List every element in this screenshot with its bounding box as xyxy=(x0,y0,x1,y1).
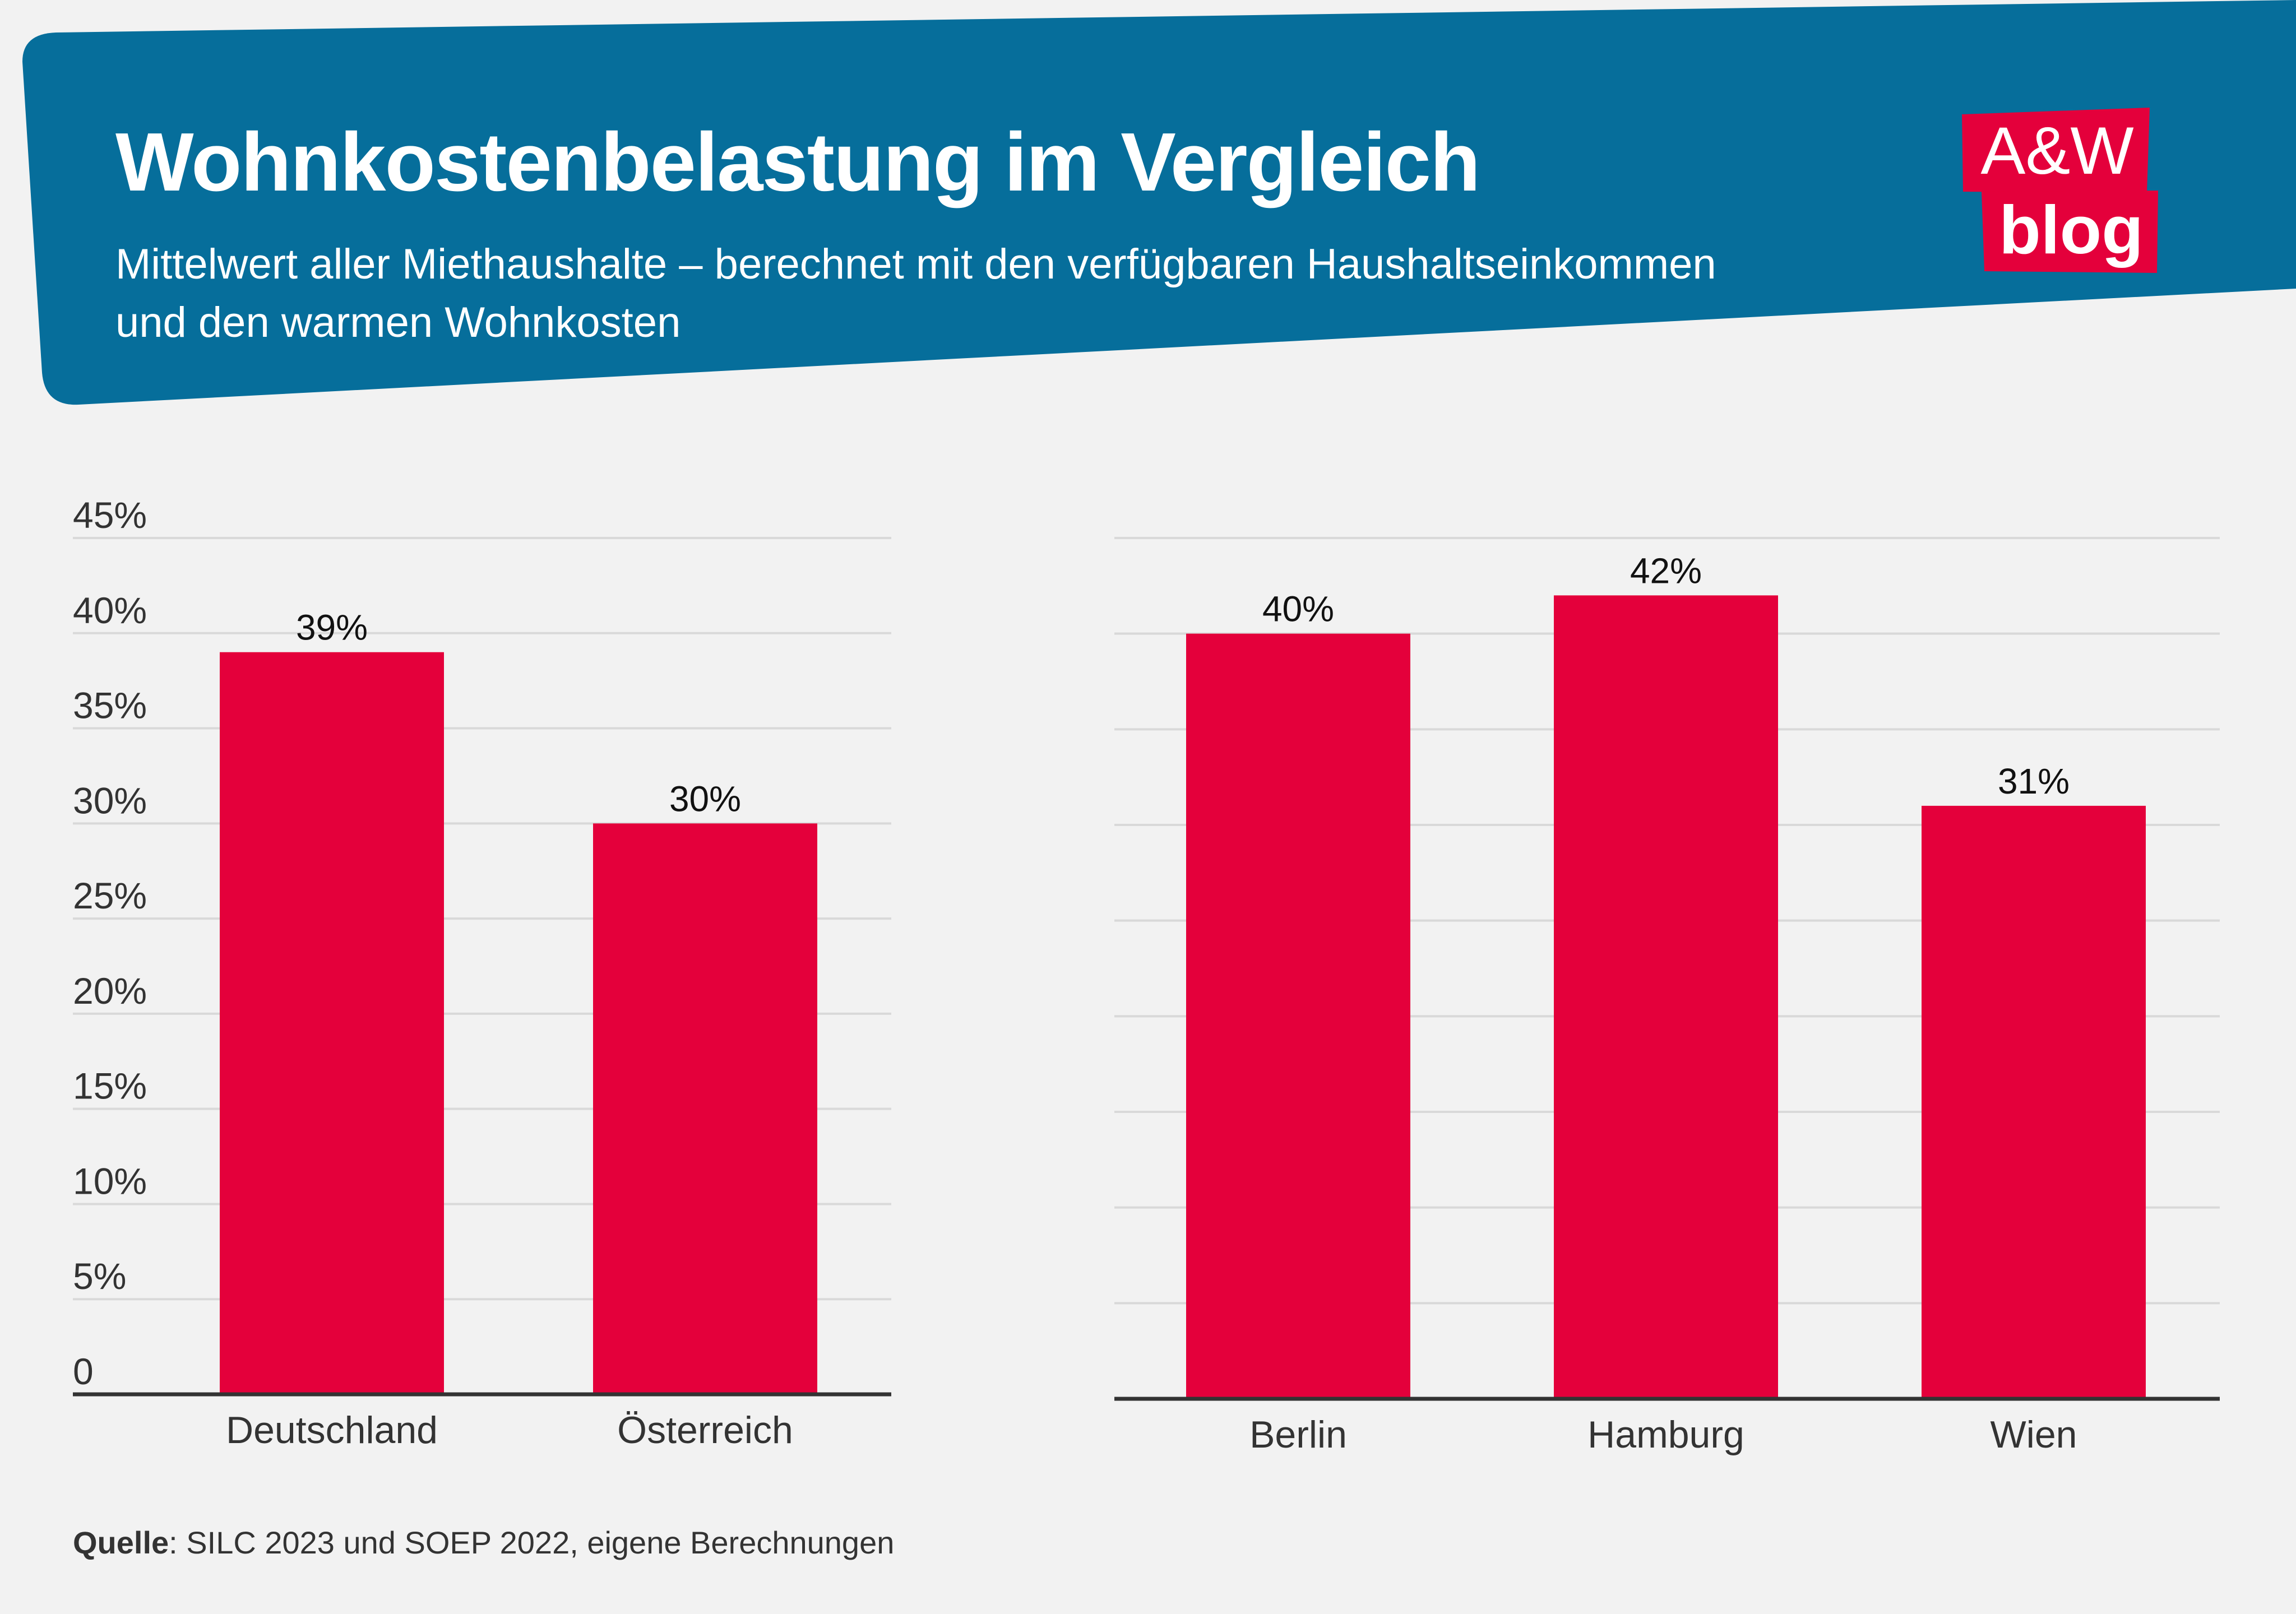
logo-bottom-text: blog xyxy=(1999,192,2143,268)
bar xyxy=(220,652,444,1394)
bar xyxy=(1186,633,1410,1399)
y-tick-label: 45% xyxy=(73,494,147,536)
header-banner xyxy=(22,0,2296,405)
x-tick-label: Berlin xyxy=(1249,1413,1347,1456)
y-tick-label: 35% xyxy=(73,685,147,726)
page-subtitle: Mittelwert aller Miethaushalte – berechn… xyxy=(115,240,1716,346)
data-label: 42% xyxy=(1630,550,1702,591)
data-label: 40% xyxy=(1262,589,1334,629)
aw-blog-logo: A&W blog xyxy=(1962,108,2158,273)
bar xyxy=(1554,595,1778,1399)
source-note: Quelle: SILC 2023 und SOEP 2022, eigene … xyxy=(73,1524,894,1561)
y-tick-label: 5% xyxy=(73,1255,126,1297)
y-tick-label: 10% xyxy=(73,1160,147,1202)
x-tick-label: Deutschland xyxy=(226,1409,438,1451)
source-label: Quelle xyxy=(73,1525,169,1560)
y-tick-label: 0 xyxy=(73,1351,94,1392)
data-label: 31% xyxy=(1998,761,2070,801)
x-tick-label: Wien xyxy=(1991,1413,2077,1456)
data-label: 39% xyxy=(296,607,368,648)
y-tick-label: 30% xyxy=(73,780,147,821)
bar xyxy=(1922,805,2146,1399)
y-tick-label: 40% xyxy=(73,590,147,631)
y-tick-label: 20% xyxy=(73,970,147,1012)
data-label: 30% xyxy=(669,778,741,819)
source-text: : SILC 2023 und SOEP 2022, eigene Berech… xyxy=(169,1525,895,1560)
y-tick-label: 15% xyxy=(73,1065,147,1107)
x-tick-label: Hamburg xyxy=(1587,1413,1744,1456)
x-tick-label: Österreich xyxy=(617,1409,793,1451)
page-title: Wohnkostenbelastung im Vergleich xyxy=(115,116,1480,208)
y-tick-label: 25% xyxy=(73,875,147,916)
bar xyxy=(593,823,817,1394)
logo-top-text: A&W xyxy=(1980,113,2133,188)
